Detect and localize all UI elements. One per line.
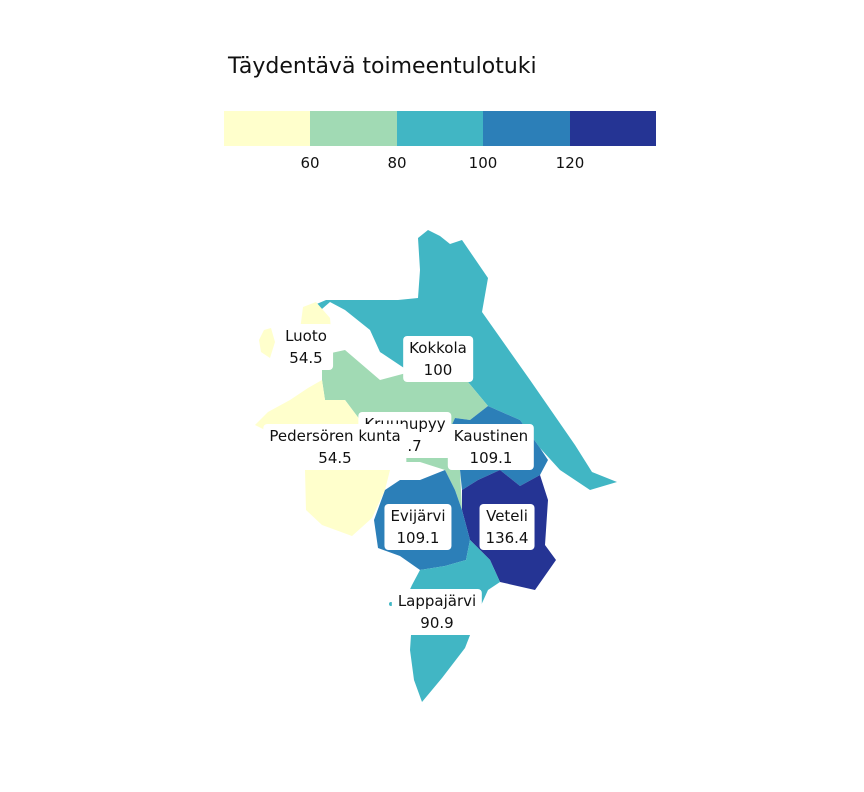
label-pedersore-value: 54.5 <box>318 449 352 467</box>
color-legend <box>224 111 657 146</box>
label-veteli-name: Veteli <box>486 507 528 525</box>
label-evijarvi-value: 109.1 <box>396 529 440 547</box>
legend-tick: 80 <box>387 154 407 172</box>
label-kaustinen-value: 109.1 <box>469 449 513 467</box>
label-lappajarvi-value: 90.9 <box>420 614 454 632</box>
legend-swatch-4 <box>483 111 570 146</box>
region-luoto-island[interactable] <box>259 328 275 358</box>
label-pedersore: Pedersören kunta 54.5 <box>263 424 407 470</box>
map-title: Täydentävä toimeentulotuki <box>228 54 537 79</box>
label-kaustinen-name: Kaustinen <box>453 427 529 445</box>
label-luoto: Luoto 54.5 <box>279 324 333 370</box>
legend-tick: 120 <box>555 154 585 172</box>
legend-swatch-2 <box>310 111 397 146</box>
label-veteli: Veteli 136.4 <box>479 504 535 550</box>
label-kokkola: Kokkola 100 <box>403 336 473 382</box>
legend-tick: 100 <box>468 154 498 172</box>
label-lappajarvi-name: Lappajärvi <box>397 592 477 610</box>
label-kaustinen: Kaustinen 109.1 <box>447 424 535 470</box>
label-kokkola-value: 100 <box>423 361 453 379</box>
label-pedersore-name: Pedersören kunta <box>269 427 401 445</box>
label-veteli-value: 136.4 <box>485 529 529 547</box>
label-luoto-value: 54.5 <box>289 349 323 367</box>
label-kokkola-name: Kokkola <box>409 339 467 357</box>
label-luoto-name: Luoto <box>285 327 327 345</box>
label-evijarvi-name: Evijärvi <box>390 507 446 525</box>
label-lappajarvi: Lappajärvi 90.9 <box>391 589 483 635</box>
legend-swatch-5 <box>569 111 657 146</box>
legend-tick: 60 <box>300 154 320 172</box>
legend-swatch-3 <box>396 111 484 146</box>
legend-swatch-1 <box>224 111 311 146</box>
label-evijarvi: Evijärvi 109.1 <box>384 504 452 550</box>
